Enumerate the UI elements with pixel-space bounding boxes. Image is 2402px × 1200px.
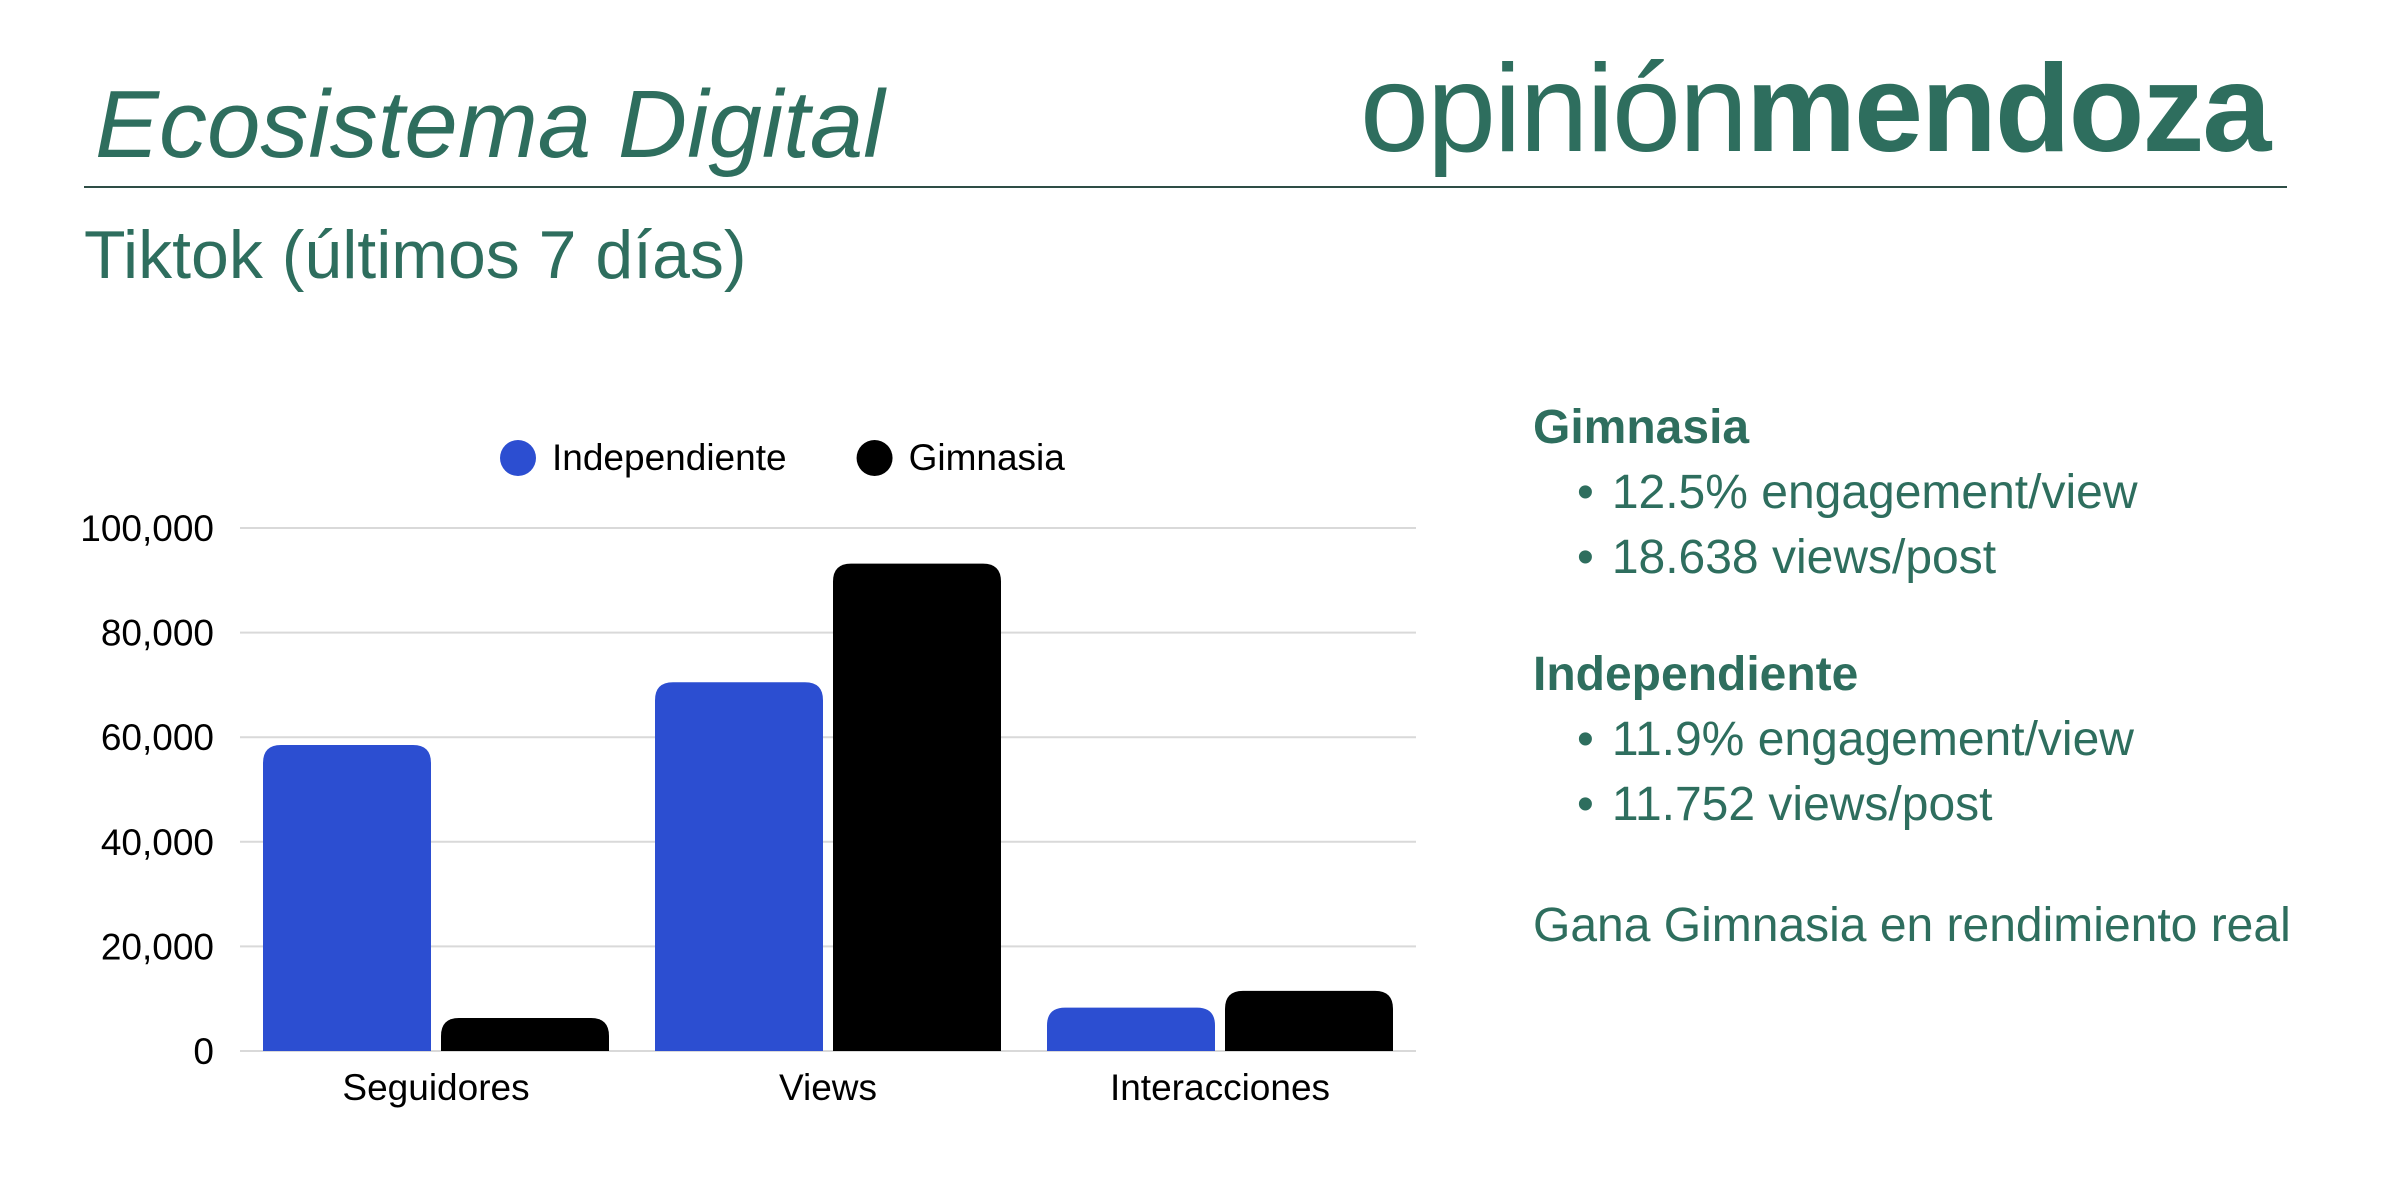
bar xyxy=(1047,1007,1215,1051)
legend-swatch xyxy=(856,440,893,476)
conclusion: Gana Gimnasia en rendimiento real xyxy=(1533,899,2291,952)
bullet-item: 11.9% engagement/view xyxy=(1577,712,2333,767)
bar xyxy=(263,745,431,1051)
bar xyxy=(655,682,823,1051)
legend-label: Independiente xyxy=(552,437,787,478)
y-tick-label: 40,000 xyxy=(101,822,214,863)
x-tick-label: Interacciones xyxy=(1110,1067,1330,1108)
legend-swatch xyxy=(500,440,536,476)
subtitle: Tiktok (últimos 7 días) xyxy=(84,217,747,293)
x-tick-label: Seguidores xyxy=(342,1067,529,1108)
bullet-item: 11.752 views/post xyxy=(1577,777,2333,832)
page-title: Ecosistema Digital xyxy=(95,71,885,178)
header-rule xyxy=(84,186,2287,188)
logo: opiniónmendoza xyxy=(1360,38,2271,180)
notes: Gimnasia 12.5% engagement/view 18.638 view… xyxy=(1533,400,2333,958)
logo-light: opinión xyxy=(1360,40,1748,178)
bar xyxy=(1225,990,1393,1051)
chart: 0 20,000 40,000 60,000 80,000 100,000 Independ… xyxy=(80,437,1416,1108)
bar xyxy=(441,1018,609,1051)
y-tick-label: 60,000 xyxy=(101,717,214,758)
bar xyxy=(833,563,1001,1051)
y-tick-label: 80,000 xyxy=(101,613,214,654)
bullet-item: 12.5% engagement/view xyxy=(1577,465,2333,520)
logo-bold: mendoza xyxy=(1745,40,2271,178)
x-tick-label: Views xyxy=(779,1067,877,1108)
bullet-item: 18.638 views/post xyxy=(1577,530,2333,585)
y-tick-label: 100,000 xyxy=(80,508,214,549)
group-title: Gimnasia xyxy=(1533,401,1750,454)
legend-label: Gimnasia xyxy=(909,437,1066,478)
y-tick-label: 20,000 xyxy=(101,926,214,967)
group-title: Independiente xyxy=(1533,648,1859,701)
y-tick-label: 0 xyxy=(193,1031,214,1072)
